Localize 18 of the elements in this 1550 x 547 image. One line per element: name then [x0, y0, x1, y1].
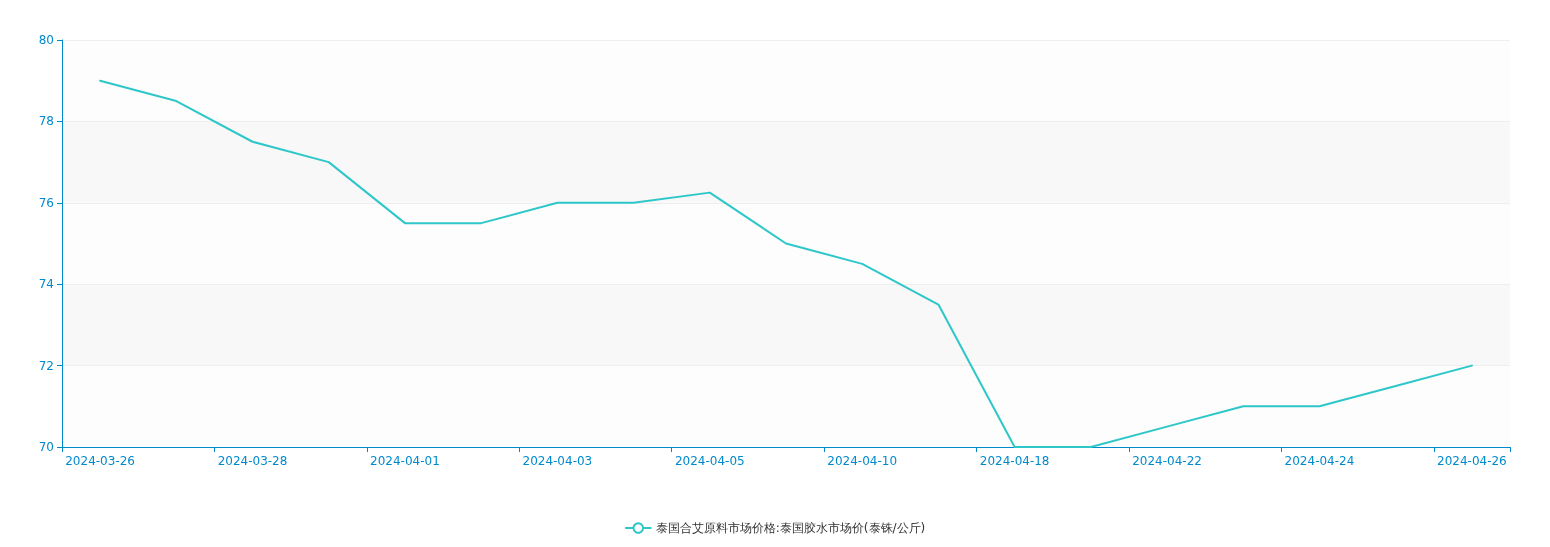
x-tick-label: 2024-04-26: [1437, 454, 1507, 468]
legend-label: 泰国合艾原料市场价格:泰国胶水市场价(泰铢/公斤): [655, 521, 926, 535]
y-tick-label: 80: [38, 33, 54, 47]
x-tick-label: 2024-04-18: [979, 454, 1050, 468]
x-tick-label: 2024-04-03: [522, 454, 593, 468]
x-tick-label: 2024-03-26: [65, 454, 135, 468]
y-tick-label: 70: [38, 440, 54, 454]
x-tick-label: 2024-04-10: [827, 454, 898, 468]
x-tick-label: 2024-04-22: [1132, 454, 1202, 468]
y-tick-label: 74: [38, 277, 54, 292]
line-series: [99, 79, 1473, 448]
x-tick-label: 2024-04-05: [674, 454, 745, 468]
y-tick-label: 76: [38, 195, 54, 210]
x-tick-label: 2024-03-28: [217, 454, 288, 468]
y-tick-label: 72: [38, 358, 54, 373]
x-tick-label: 2024-04-01: [370, 454, 440, 468]
y-tick-label: 78: [38, 114, 54, 129]
x-tick-label: 2024-04-24: [1284, 454, 1355, 468]
